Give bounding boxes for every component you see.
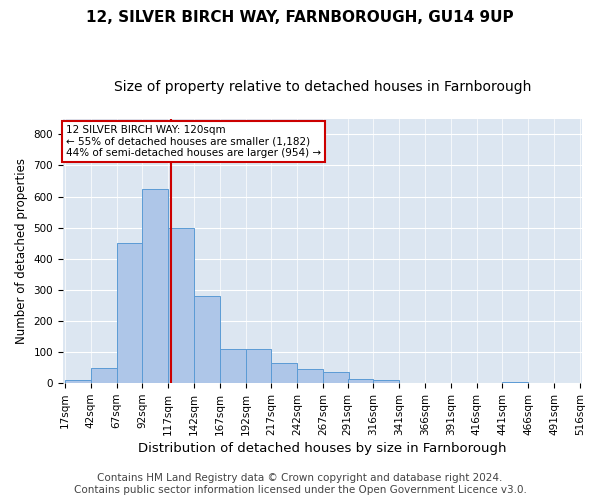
X-axis label: Distribution of detached houses by size in Farnborough: Distribution of detached houses by size … [138, 442, 506, 455]
Bar [91, 368, 116, 383]
Bar [347, 378, 373, 383]
Text: 12, SILVER BIRCH WAY, FARNBOROUGH, GU14 9UP: 12, SILVER BIRCH WAY, FARNBOROUGH, GU14 … [86, 10, 514, 25]
Bar [245, 349, 271, 383]
Title: Size of property relative to detached houses in Farnborough: Size of property relative to detached ho… [113, 80, 531, 94]
Text: Contains HM Land Registry data © Crown copyright and database right 2024.
Contai: Contains HM Land Registry data © Crown c… [74, 474, 526, 495]
Bar [297, 369, 323, 383]
Y-axis label: Number of detached properties: Number of detached properties [15, 158, 28, 344]
Bar [116, 243, 142, 383]
Bar [220, 349, 245, 383]
Bar [323, 372, 349, 383]
Bar [502, 382, 528, 383]
Text: 12 SILVER BIRCH WAY: 120sqm
← 55% of detached houses are smaller (1,182)
44% of : 12 SILVER BIRCH WAY: 120sqm ← 55% of det… [66, 125, 321, 158]
Bar [142, 189, 168, 383]
Bar [194, 296, 220, 383]
Bar [65, 380, 91, 383]
Bar [271, 363, 297, 383]
Bar [168, 228, 194, 383]
Bar [373, 380, 399, 383]
